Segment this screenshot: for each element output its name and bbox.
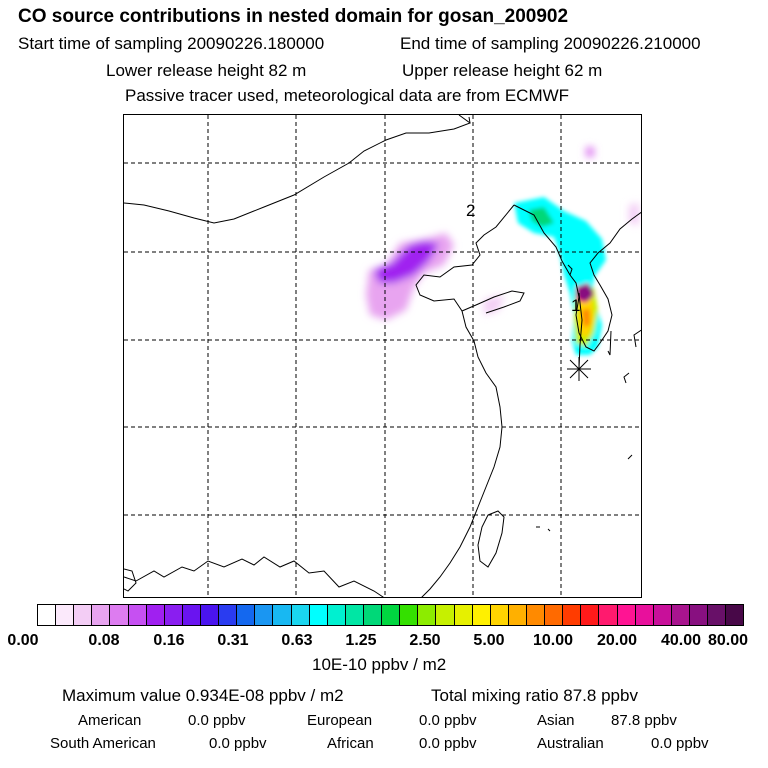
colorbar-swatch	[74, 605, 93, 625]
colorbar-swatch	[92, 605, 111, 625]
colorbar-swatch	[472, 605, 491, 625]
asian-label: Asian	[537, 712, 575, 729]
total-mixing-ratio-label: Total mixing ratio 87.8 ppbv	[431, 686, 638, 705]
colorbar-swatch	[708, 605, 727, 625]
concentration-plume	[366, 147, 639, 355]
colorbar-swatch	[617, 605, 636, 625]
map-graphic: 1 2	[124, 115, 641, 597]
colorbar-swatch	[327, 605, 346, 625]
trajectory-line	[578, 292, 583, 370]
european-value: 0.0 ppbv	[419, 712, 477, 729]
colorbar-tick-label: 40.00	[660, 632, 702, 649]
plot-title: CO source contributions in nested domain…	[18, 6, 569, 27]
tracer-label: Passive tracer used, meteorological data…	[125, 86, 570, 105]
colorbar-swatch	[56, 605, 75, 625]
colorbar-swatch	[273, 605, 292, 625]
colorbar-swatch	[581, 605, 600, 625]
colorbar-tick-label: 5.00	[473, 632, 505, 649]
american-value: 0.0 ppbv	[188, 712, 246, 729]
marker-1: 1	[571, 296, 580, 315]
colorbar-swatch	[164, 605, 183, 625]
colorbar-swatch	[255, 605, 274, 625]
colorbar-units: 10E-10 ppbv / m2	[312, 655, 447, 674]
colorbar-swatch	[653, 605, 672, 625]
colorbar-tick-label: 2.50	[409, 632, 441, 649]
south-american-value: 0.0 ppbv	[209, 735, 267, 752]
colorbar-swatch	[200, 605, 220, 625]
start-time-label: Start time of sampling 20090226.180000	[18, 34, 325, 53]
colorbar-swatch	[382, 605, 401, 625]
asian-value: 87.8 ppbv	[611, 712, 677, 729]
maximum-value-label: Maximum value 0.934E-08 ppbv / m2	[62, 686, 344, 705]
marker-2: 2	[466, 201, 475, 220]
colorbar-swatch	[219, 605, 238, 625]
colorbar-swatch	[345, 605, 364, 625]
colorbar-swatch	[526, 605, 546, 625]
american-label: American	[78, 712, 142, 729]
colorbar-swatch	[599, 605, 618, 625]
colorbar-swatch	[128, 605, 147, 625]
colorbar-swatch	[309, 605, 328, 625]
colorbar-swatch	[490, 605, 509, 625]
australian-value: 0.0 ppbv	[651, 735, 709, 752]
colorbar-swatch	[418, 605, 437, 625]
colorbar-tick-label: 80.00	[707, 632, 749, 649]
colorbar-swatch	[671, 605, 690, 625]
colorbar-swatch	[563, 605, 582, 625]
colorbar-swatch	[291, 605, 310, 625]
colorbar-tick-label: 0.31	[217, 632, 249, 649]
lat-lon-grid	[124, 115, 641, 597]
south-american-label: South American	[50, 735, 156, 752]
colorbar-swatch	[237, 605, 256, 625]
australian-label: Australian	[537, 735, 604, 752]
end-time-label: End time of sampling 20090226.210000	[400, 34, 701, 53]
colorbar-tick-label: 0.63	[281, 632, 313, 649]
colorbar-tick-label: 10.00	[532, 632, 574, 649]
colorbar-swatch	[38, 605, 57, 625]
map-panel: 1 2	[123, 114, 642, 598]
colorbar-swatch	[363, 605, 383, 625]
coastlines	[124, 115, 641, 597]
african-label: African	[327, 735, 374, 752]
upper-release-label: Upper release height 62 m	[402, 61, 603, 80]
colorbar-tick-label: 0.08	[88, 632, 120, 649]
colorbar-tick-label: 0.00	[7, 632, 39, 649]
lower-release-label: Lower release height 82 m	[106, 61, 307, 80]
european-label: European	[307, 712, 373, 729]
colorbar-swatch	[635, 605, 654, 625]
colorbar-swatch	[689, 605, 709, 625]
colorbar-swatch	[110, 605, 129, 625]
colorbar-swatch	[726, 605, 744, 625]
colorbar	[37, 604, 744, 626]
colorbar-swatch	[146, 605, 165, 625]
colorbar-swatch	[508, 605, 527, 625]
colorbar-swatch	[436, 605, 455, 625]
colorbar-swatch	[400, 605, 419, 625]
colorbar-tick-label: 1.25	[345, 632, 377, 649]
colorbar-tick-label: 0.16	[153, 632, 185, 649]
colorbar-tick-label: 20.00	[596, 632, 638, 649]
colorbar-swatch	[182, 605, 201, 625]
african-value: 0.0 ppbv	[419, 735, 477, 752]
colorbar-swatch	[454, 605, 473, 625]
colorbar-swatch	[545, 605, 564, 625]
